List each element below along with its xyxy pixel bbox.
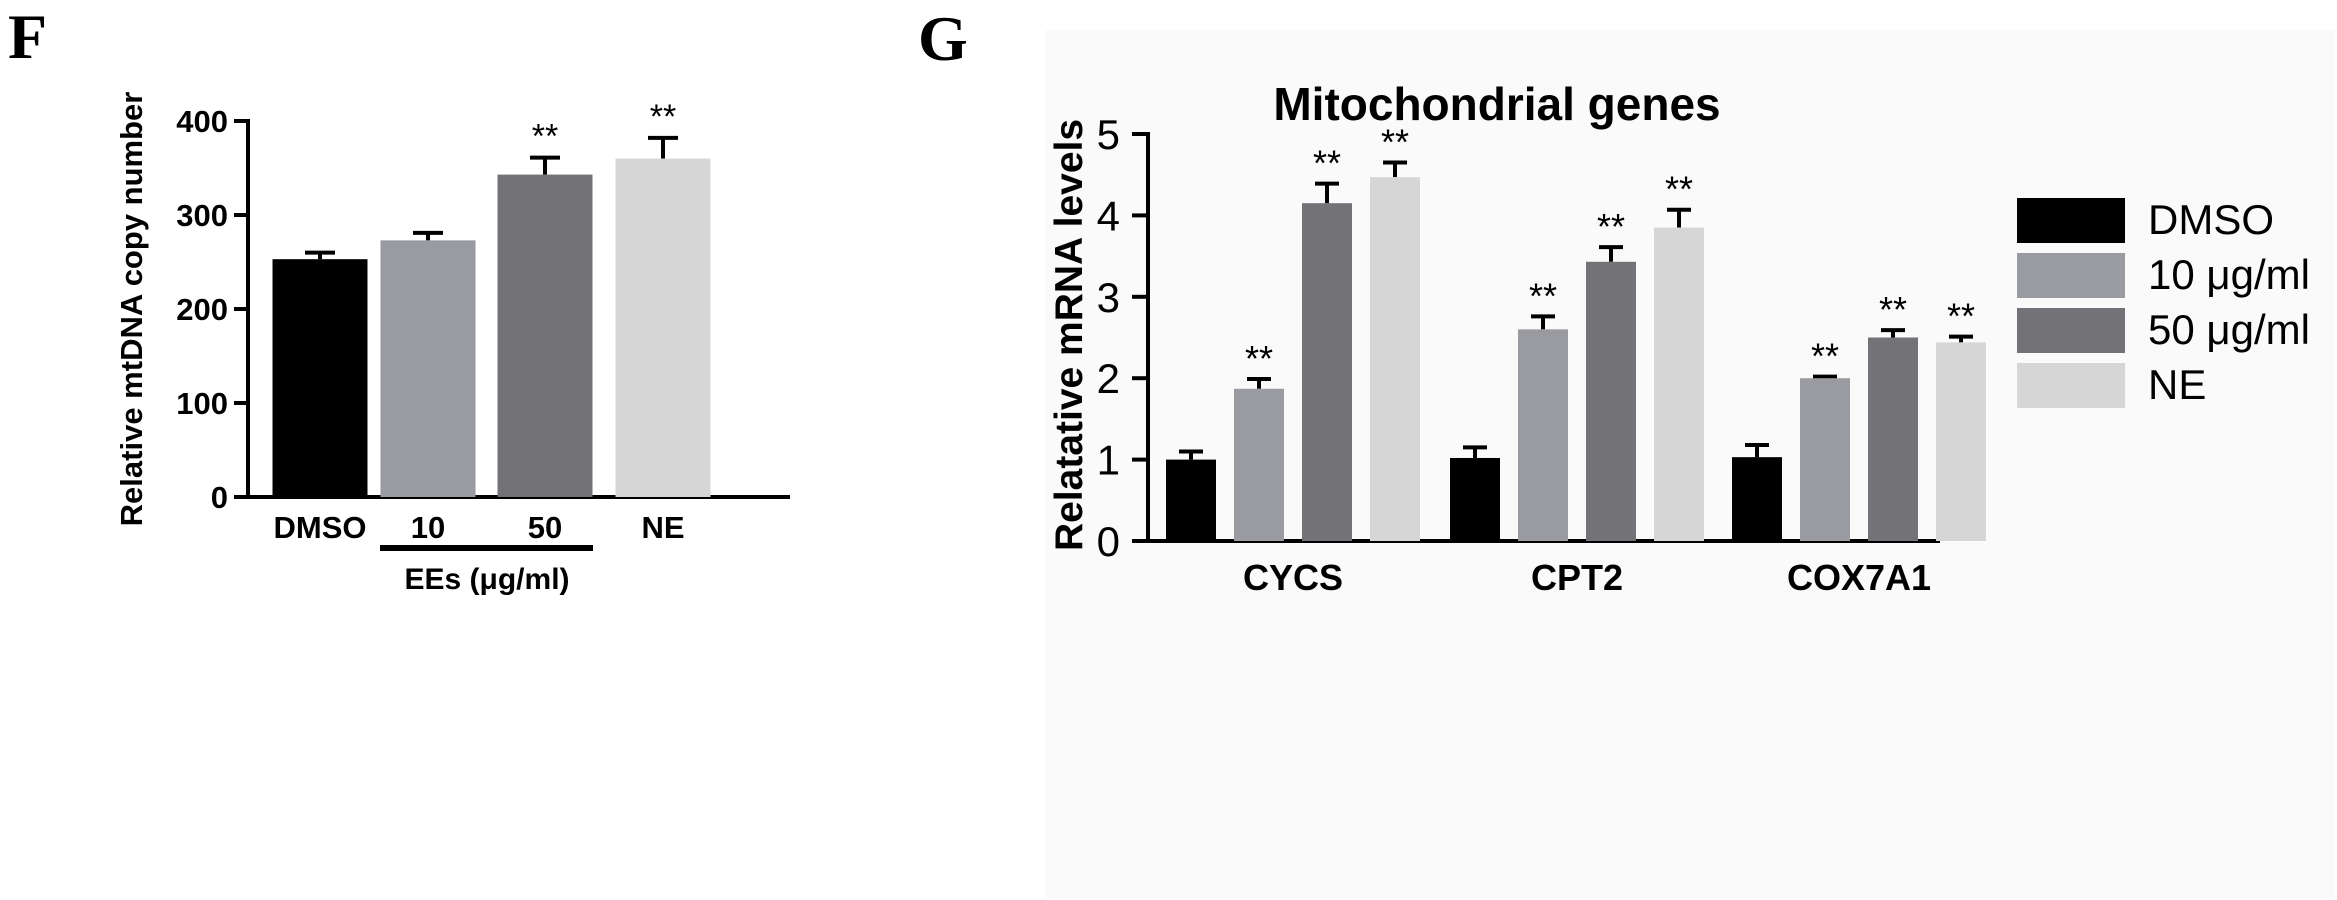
bar-cpt2-0 [1450,457,1500,541]
bar-cycs-1 [1234,388,1284,541]
bar-cox7a1-1 [1800,378,1850,541]
significance-marker: ** [1245,338,1273,379]
bar-dmso [272,259,368,497]
y-axis-label: Relative mtDNA copy number [114,92,149,527]
y-tick-label: 4 [1097,192,1120,239]
y-tick-label: 1 [1097,437,1120,484]
legend-label: DMSO [2148,196,2274,243]
significance-marker: ** [1313,143,1341,184]
significance-marker: ** [1529,275,1557,316]
legend-swatch [2017,198,2125,243]
y-tick-label: 0 [211,480,228,515]
significance-marker: ** [532,118,558,156]
significance-marker: ** [1947,296,1975,337]
y-tick-label: 400 [176,104,228,139]
y-axis-label: Relatative mRNA levels [1048,119,1091,551]
y-tick-label: 2 [1097,355,1120,402]
group-label: EEs (μg/ml) [404,563,569,596]
x-tick-label: DMSO [274,510,367,545]
legend-label: 50 μg/ml [2148,306,2310,353]
x-tick-label: CYCS [1243,557,1343,598]
significance-marker: ** [1381,121,1409,162]
y-tick-label: 3 [1097,274,1120,321]
x-tick-label: COX7A1 [1787,557,1931,598]
bar-cox7a1-3 [1936,342,1986,541]
bar-cox7a1-0 [1732,457,1782,541]
bar-cycs-0 [1166,459,1216,541]
bar-ne [615,158,711,497]
bar-cpt2-2 [1586,261,1636,541]
panel-letter-g: G [918,3,968,74]
legend-swatch [2017,363,2125,408]
panel-letter-f: F [8,1,47,72]
bar-50 [497,174,593,497]
bar-cpt2-1 [1518,329,1568,541]
x-tick-label: CPT2 [1531,557,1623,598]
chart-title: Mitochondrial genes [1273,78,1720,130]
y-tick-label: 0 [1097,518,1120,565]
bar-cycs-2 [1302,203,1352,541]
x-tick-label: NE [641,510,684,545]
y-tick-label: 5 [1097,111,1120,158]
bar-cpt2-3 [1654,227,1704,542]
bar-10 [380,240,476,497]
legend-swatch [2017,253,2125,298]
significance-marker: ** [1879,289,1907,330]
chart-f: 0 100 200 300 400 Relative mtDNA copy number D… [114,92,790,596]
legend-label: NE [2148,361,2206,408]
y-tick-label: 300 [176,198,228,233]
y-tick-label: 100 [176,386,228,421]
legend-swatch [2017,308,2125,353]
y-tick-label: 200 [176,292,228,327]
significance-marker: ** [650,98,676,136]
significance-marker: ** [1597,206,1625,247]
bar-cycs-3 [1370,177,1420,541]
significance-marker: ** [1811,336,1839,377]
legend-label: 10 μg/ml [2148,251,2310,298]
bar-cox7a1-2 [1868,337,1918,541]
x-tick-label: 10 [411,510,445,545]
significance-marker: ** [1665,169,1693,210]
x-tick-label: 50 [528,510,562,545]
